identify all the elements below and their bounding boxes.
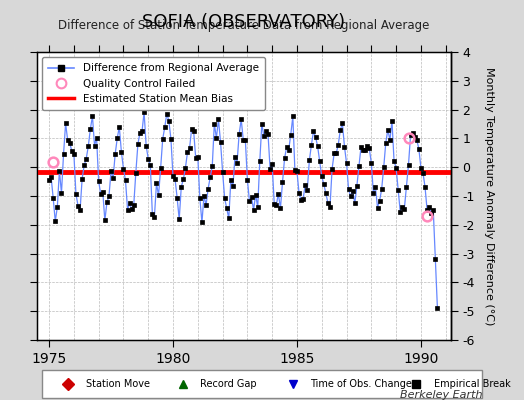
Y-axis label: Monthly Temperature Anomaly Difference (°C): Monthly Temperature Anomaly Difference (… — [484, 67, 494, 325]
Title: SOFIA (OBSERVATORY): SOFIA (OBSERVATORY) — [142, 13, 345, 31]
Text: Record Gap: Record Gap — [200, 379, 257, 389]
Text: Station Move: Station Move — [86, 379, 150, 389]
FancyBboxPatch shape — [42, 370, 482, 398]
Text: Difference of Station Temperature Data from Regional Average: Difference of Station Temperature Data f… — [58, 19, 429, 32]
Text: Empirical Break: Empirical Break — [434, 379, 510, 389]
Legend: Difference from Regional Average, Quality Control Failed, Estimated Station Mean: Difference from Regional Average, Qualit… — [42, 57, 265, 110]
Text: Berkeley Earth: Berkeley Earth — [400, 390, 482, 400]
Text: Time of Obs. Change: Time of Obs. Change — [310, 379, 412, 389]
